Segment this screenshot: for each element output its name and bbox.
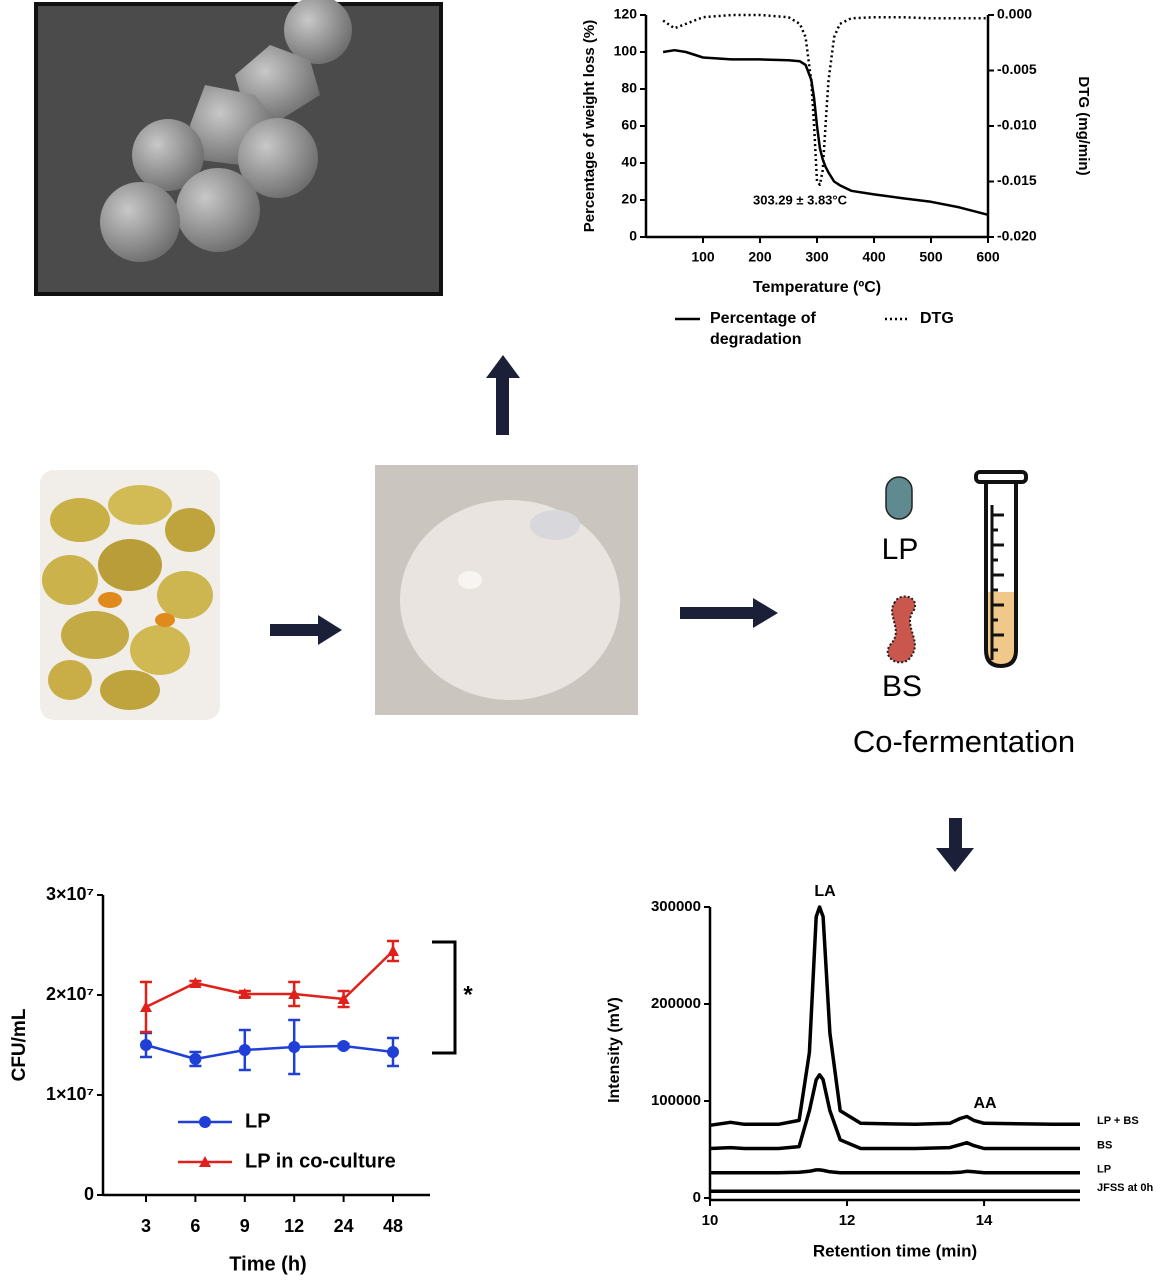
y-tick-label: 100000: [651, 1092, 701, 1109]
marker: [387, 1046, 399, 1058]
seed-image: [40, 470, 220, 720]
legend-label: LP: [245, 1110, 271, 1132]
x-tick-label: 400: [862, 249, 886, 265]
bs-icon: [886, 595, 917, 664]
arrows: [270, 355, 974, 872]
legend-label: Percentage of degradation: [710, 310, 816, 348]
series-line: [710, 1168, 1080, 1175]
legend-marker: [199, 1156, 211, 1167]
y-tick-label: 100: [614, 43, 638, 59]
marker: [288, 1041, 301, 1053]
x-tick-label: 9: [240, 1216, 250, 1236]
significance-bracket: [432, 940, 457, 1055]
test-tube: [974, 470, 1028, 669]
y-tick-label: 0: [629, 228, 637, 244]
y-tick-label: 200000: [651, 995, 701, 1012]
marker: [337, 1040, 350, 1052]
sem-image: [34, 0, 443, 296]
x-tick-label: 48: [383, 1216, 403, 1236]
series-line: [662, 13, 988, 187]
lp-label: LP: [882, 533, 919, 566]
lp-icon: [885, 476, 913, 520]
y-axis-title: CFU/mL: [9, 1008, 30, 1081]
marker: [238, 988, 251, 999]
y-tick-label: 20: [621, 191, 637, 207]
marker: [189, 1053, 202, 1065]
y2-axis-title: DTG (mg/min): [1075, 76, 1092, 175]
series-label: LP + BS: [1097, 1115, 1139, 1127]
y-tick-label: 80: [621, 80, 637, 96]
x-tick-label: 600: [976, 249, 1000, 265]
x-tick-label: 6: [190, 1216, 200, 1236]
marker: [189, 977, 202, 988]
y2-tick-label: -0.010: [997, 117, 1037, 133]
x-axis-title: Time (h): [229, 1253, 306, 1275]
x-tick-label: 14: [976, 1212, 993, 1229]
series-line: [145, 1043, 394, 1061]
x-tick-label: 200: [748, 249, 772, 265]
bs-label: BS: [882, 670, 922, 703]
x-axis-title: Temperature (ºC): [753, 279, 881, 296]
process-label: Co-fermentation: [853, 724, 1075, 759]
marker: [140, 1001, 152, 1012]
y2-tick-label: -0.005: [997, 61, 1037, 77]
peak-label: LA: [814, 883, 836, 900]
y2-tick-label: -0.020: [997, 228, 1037, 244]
legend-label: DTG: [920, 310, 954, 327]
y-tick-label: 60: [621, 117, 637, 133]
y-axis-title: Percentage of weight loss (%): [581, 20, 598, 233]
y-tick-label: 3×10⁷: [46, 884, 94, 904]
marker: [140, 1039, 152, 1051]
marker: [387, 945, 399, 956]
x-tick-label: 12: [839, 1212, 856, 1229]
legend-label: LP in co-culture: [245, 1150, 396, 1172]
significance: *: [463, 981, 473, 1008]
y-tick-label: 300000: [651, 898, 701, 915]
y2-tick-label: -0.015: [997, 172, 1037, 188]
x-tick-label: 100: [691, 249, 715, 265]
y-axis-title: Intensity (mV): [606, 997, 623, 1103]
series-line: [662, 48, 989, 217]
series-label: JFSS at 0h: [1097, 1182, 1154, 1194]
x-tick-label: 24: [334, 1216, 354, 1236]
y-tick-label: 0: [84, 1184, 94, 1204]
series-label: BS: [1097, 1139, 1112, 1151]
marker: [337, 993, 350, 1004]
y-tick-label: 120: [614, 6, 638, 22]
legend-marker: [199, 1116, 211, 1128]
y-tick-label: 2×10⁷: [46, 984, 94, 1004]
x-tick-label: 12: [284, 1216, 304, 1236]
series-line: [709, 1073, 1080, 1151]
x-tick-label: 500: [919, 249, 943, 265]
series-line: [145, 950, 394, 1009]
marker: [238, 1044, 251, 1056]
powder-image: [375, 465, 638, 715]
y2-tick-label: 0.000: [997, 6, 1032, 22]
x-tick-label: 300: [805, 249, 829, 265]
x-tick-label: 10: [702, 1212, 719, 1229]
x-axis-title: Retention time (min): [813, 1241, 977, 1260]
y-tick-label: 40: [621, 154, 637, 170]
x-tick-label: 3: [141, 1216, 151, 1236]
series-line: [709, 905, 1080, 1128]
series-label: LP: [1097, 1164, 1111, 1176]
y-tick-label: 0: [693, 1189, 701, 1206]
annotation: 303.29 ± 3.83°C: [753, 192, 848, 207]
peak-label: AA: [973, 1095, 997, 1112]
y-tick-label: 1×10⁷: [46, 1084, 94, 1104]
marker: [288, 988, 301, 999]
